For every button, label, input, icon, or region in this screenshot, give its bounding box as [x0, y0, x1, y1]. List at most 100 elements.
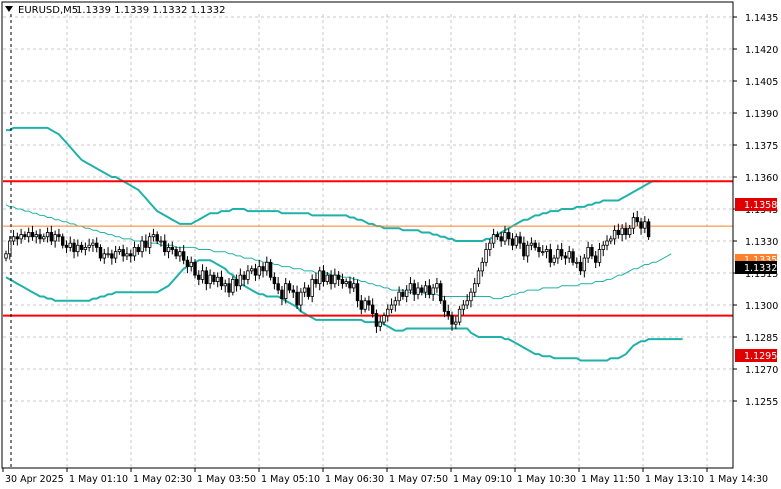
candle-body	[163, 240, 167, 253]
candle-body	[310, 278, 314, 297]
candle-body	[340, 278, 345, 285]
candle-body	[57, 234, 61, 238]
candle-body	[609, 238, 613, 242]
candle-body	[299, 291, 303, 306]
candle-body	[249, 268, 254, 272]
candle-body	[476, 270, 481, 285]
candle-body	[234, 278, 239, 287]
candle-body	[38, 234, 42, 240]
candle-body	[200, 270, 205, 280]
plot-frame	[1, 1, 734, 469]
candle-body	[208, 274, 212, 285]
candle-body	[336, 274, 341, 280]
candle-body	[635, 217, 639, 223]
candle-body	[514, 236, 518, 246]
current-price-value: 1.1332	[744, 263, 777, 274]
candle-body	[204, 270, 209, 285]
level-label-upper: 1.1358	[735, 198, 777, 211]
candle-body	[420, 287, 424, 293]
candle-body	[484, 249, 488, 263]
candle-body	[386, 308, 390, 317]
candle-body	[499, 236, 503, 242]
candle-body	[83, 246, 88, 250]
candle-body	[231, 278, 235, 293]
candle-body	[329, 274, 333, 285]
candle-body	[586, 246, 590, 259]
candle-body	[87, 244, 91, 248]
candle-body	[397, 291, 401, 302]
candle-body	[488, 242, 492, 250]
candle-body	[454, 321, 458, 325]
candle-body	[401, 291, 405, 297]
candle-body	[42, 236, 46, 240]
candle-body	[181, 251, 186, 261]
price-levels	[3, 180, 733, 317]
candle-body	[624, 227, 628, 235]
level-label-lower: 1.1295	[735, 349, 777, 362]
level-value-upper: 1.1358	[744, 200, 777, 211]
candle-body	[91, 242, 95, 246]
candle-body	[242, 274, 246, 280]
candle-body	[15, 236, 20, 240]
candle-body	[646, 221, 651, 238]
y-tick-label: 1.1300	[745, 301, 778, 312]
candle-body	[117, 249, 122, 253]
candle-body	[155, 234, 159, 242]
candle-body	[166, 246, 171, 253]
candle-body	[578, 261, 583, 272]
triangle-down-icon[interactable]	[5, 6, 13, 12]
y-tick-label: 1.1420	[745, 45, 778, 56]
candle-body	[529, 242, 534, 246]
time-axis[interactable]: 30 Apr 2025 1 May 01:10 1 May 02:30 1 May 0…	[2, 468, 768, 485]
candle-body	[593, 255, 598, 263]
candle-body	[321, 270, 326, 282]
candle-body	[382, 315, 386, 323]
x-tick-label: 1 May 09:10	[453, 474, 512, 485]
candle-body	[416, 287, 420, 295]
candle-body	[246, 270, 250, 280]
candle-body	[544, 249, 549, 253]
candle-body	[473, 283, 477, 293]
candle-body	[257, 266, 261, 276]
candle-body	[314, 278, 318, 285]
candle-body	[45, 232, 50, 238]
candle-body	[68, 242, 72, 248]
x-tick-label: 1 May 06:30	[325, 474, 384, 485]
candle-body	[359, 300, 364, 310]
candle-body	[284, 283, 288, 299]
candle-body	[374, 313, 379, 327]
candle-body	[344, 281, 348, 285]
candle-body	[537, 246, 541, 253]
candle-body	[23, 234, 27, 238]
candle-body	[352, 283, 356, 289]
candle-body	[11, 236, 16, 242]
candle-body	[469, 291, 473, 302]
candle-body	[446, 310, 450, 317]
candle-body	[276, 283, 280, 291]
candle-body	[431, 287, 435, 295]
candle-body	[318, 270, 322, 285]
candle-body	[643, 221, 647, 229]
candle-body	[174, 249, 178, 257]
candle-body	[19, 234, 23, 240]
candle-body	[295, 291, 299, 306]
candle-body	[132, 246, 137, 257]
candle-body	[522, 242, 526, 257]
candle-body	[129, 253, 133, 257]
y-tick-label: 1.1315	[745, 269, 778, 280]
candle-body	[61, 236, 65, 246]
y-tick-label: 1.1270	[745, 365, 778, 376]
candle-body	[620, 227, 624, 235]
candle-body	[4, 253, 8, 259]
level-value-lower: 1.1295	[744, 351, 777, 362]
candle-body	[223, 283, 227, 287]
candle-body	[556, 249, 560, 259]
candle-body	[480, 261, 484, 272]
candle-body	[72, 242, 76, 253]
candle-body	[98, 246, 103, 259]
x-tick-label: 1 May 14:30	[709, 474, 768, 485]
candle-body	[110, 253, 114, 259]
price-axis[interactable]: 1.1435 1.1420 1.1405 1.1390 1.1375 1.1360 1.13…	[733, 13, 778, 408]
candle-body	[465, 300, 469, 306]
